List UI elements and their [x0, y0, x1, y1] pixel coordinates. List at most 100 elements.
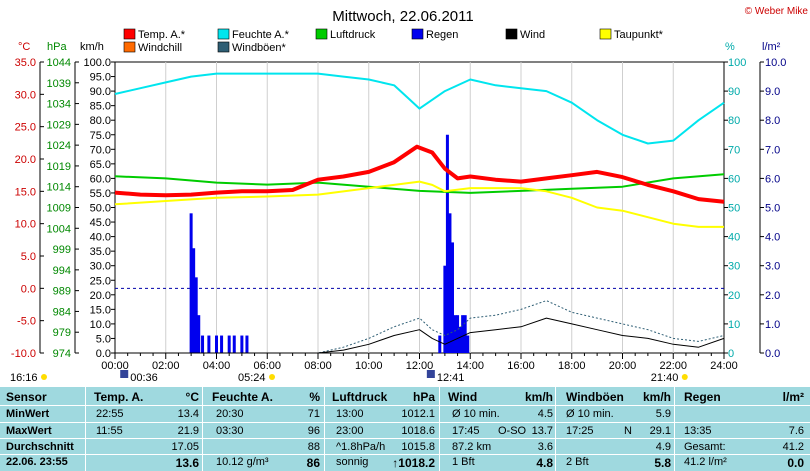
rain-bar: [207, 335, 211, 353]
stats-wind-value: 4.5: [537, 408, 553, 420]
press-tick-label: 984: [53, 306, 71, 318]
wind-tick-label: 20.0: [90, 290, 111, 302]
stats-header-rain: Regen: [684, 390, 721, 404]
press-tick-label: 974: [53, 348, 71, 360]
sun-icon: [269, 374, 276, 380]
wind-tick-label: 65.0: [90, 159, 111, 171]
stats-header-press-unit: hPa: [412, 390, 435, 404]
stats-row-label: Durchschnitt: [6, 441, 74, 453]
series-line-feuchte-a: [114, 72, 725, 145]
legend-swatch: [123, 41, 136, 53]
stats-press-value: 1015.8: [401, 441, 435, 453]
stats-header-hum: Feuchte A.: [212, 390, 273, 404]
rain-bar: [220, 335, 224, 353]
rain-bar: [456, 315, 460, 353]
hum-tick-label: 20: [728, 290, 740, 302]
rain-bar: [443, 265, 447, 353]
stats-temp-value: 13.4: [177, 408, 199, 420]
rain-bar: [458, 326, 462, 353]
moonset-label: 12:41: [437, 372, 465, 384]
chart-title: Mittwoch, 22.06.2011: [332, 8, 473, 25]
row-separator: [0, 405, 810, 406]
stats-temp-value: 21.9: [177, 425, 199, 437]
wind-tick-label: 100.0: [83, 57, 111, 69]
grid: [115, 62, 724, 353]
x-tick-label: 20:00: [609, 360, 637, 372]
stats-temp-time: 11:55: [96, 425, 123, 437]
rain-bar: [466, 335, 470, 353]
wind-tick-label: 60.0: [90, 173, 111, 185]
legend-swatch: [411, 28, 424, 40]
series-lines: [114, 72, 725, 354]
stats-header-sensor: Sensor: [6, 390, 47, 404]
stats-rain-time: Gesamt:: [684, 441, 726, 453]
rain-bar: [201, 335, 205, 353]
stats-gust-time: 17:25: [566, 425, 594, 437]
temp-tick-label: 30.0: [15, 89, 36, 101]
stats-press-value: 1012.1: [401, 408, 435, 420]
sunrise-label: 05:24: [238, 372, 266, 384]
rain-bar: [197, 315, 201, 353]
press-tick-label: 1004: [47, 223, 71, 235]
rain-bars: [189, 134, 470, 353]
wind-tick-label: 85.0: [90, 101, 111, 113]
stats-table: Sensor Temp. A. °C Feuchte A.% Luftdruck hPa W…: [0, 387, 810, 471]
rain-bar: [448, 213, 452, 353]
rain-bar: [450, 242, 454, 353]
stats-rain-value: 7.6: [788, 425, 804, 437]
x-tick-label: 10:00: [355, 360, 383, 372]
hum-tick-label: 30: [728, 261, 740, 273]
moon-icon: [426, 370, 435, 378]
row-separator: [0, 438, 810, 439]
temp-unit-label: °C: [18, 41, 30, 53]
stats-press-value: ↑1018.2: [392, 456, 435, 470]
stats-wind-time: 17:45: [452, 425, 480, 437]
rain-unit-label: l/m²: [762, 41, 781, 53]
x-tick-label: 08:00: [304, 360, 332, 372]
stats-row-label: MinWert: [6, 408, 50, 420]
legend-swatch: [217, 28, 230, 40]
rain-bar: [453, 315, 457, 353]
hum-tick-label: 100: [728, 57, 746, 69]
wind-tick-label: 70.0: [90, 144, 111, 156]
wind-tick-label: 10.0: [90, 319, 111, 331]
legend-label: Wind: [520, 29, 545, 41]
wind-tick-label: 35.0: [90, 246, 111, 258]
temp-tick-label: 5.0: [21, 251, 36, 263]
stats-wind-value: 3.6: [537, 441, 553, 453]
sun-icon: [681, 374, 688, 380]
temp-tick-label: 25.0: [15, 122, 36, 134]
series-line-taupunkt: [114, 180, 724, 228]
wind-tick-label: 95.0: [90, 72, 111, 84]
wind-tick-label: 25.0: [90, 275, 111, 287]
rain-bar: [463, 315, 467, 353]
press-tick-label: 1014: [47, 182, 71, 194]
legend-swatch: [599, 28, 612, 40]
rain-bar: [232, 335, 236, 353]
rain-tick-label: 1.0: [765, 319, 780, 331]
wind-unit-label: km/h: [80, 41, 104, 53]
sun-row: 16:16 00:36 05:24 12:41 21:40: [10, 370, 688, 384]
series-line-temp-a: [114, 144, 725, 204]
rain-bar: [227, 335, 231, 353]
wind-tick-label: 50.0: [90, 203, 111, 215]
temp-tick-label: 10.0: [15, 219, 36, 231]
hum-tick-label: 0: [728, 348, 734, 360]
x-tick-label: 16:00: [507, 360, 535, 372]
stats-rain-time: 41.2 l/m²: [684, 456, 727, 468]
stats-header-temp-unit: °C: [185, 390, 199, 404]
stats-header-wind: Wind: [448, 390, 478, 404]
legend-label: Feuchte A.*: [232, 29, 290, 41]
axes: 00:00 02:00 04:00 06:00 08:00 10:00 12:00 14:00…: [11, 57, 787, 372]
legend-label: Luftdruck: [330, 29, 376, 41]
wind-tick-label: 30.0: [90, 261, 111, 273]
stats-wind-direction: O-SO: [498, 425, 527, 437]
rain-bar: [189, 213, 193, 353]
x-tick-label: 24:00: [710, 360, 738, 372]
wind-tick-label: 5.0: [96, 333, 111, 345]
rain-tick-label: 7.0: [765, 144, 780, 156]
stats-hum-time: 03:30: [216, 425, 244, 437]
stats-row-label: 22.06. 23:55: [6, 456, 68, 468]
stats-rain-value: 41.2: [782, 441, 804, 453]
x-tick-label: 18:00: [558, 360, 586, 372]
